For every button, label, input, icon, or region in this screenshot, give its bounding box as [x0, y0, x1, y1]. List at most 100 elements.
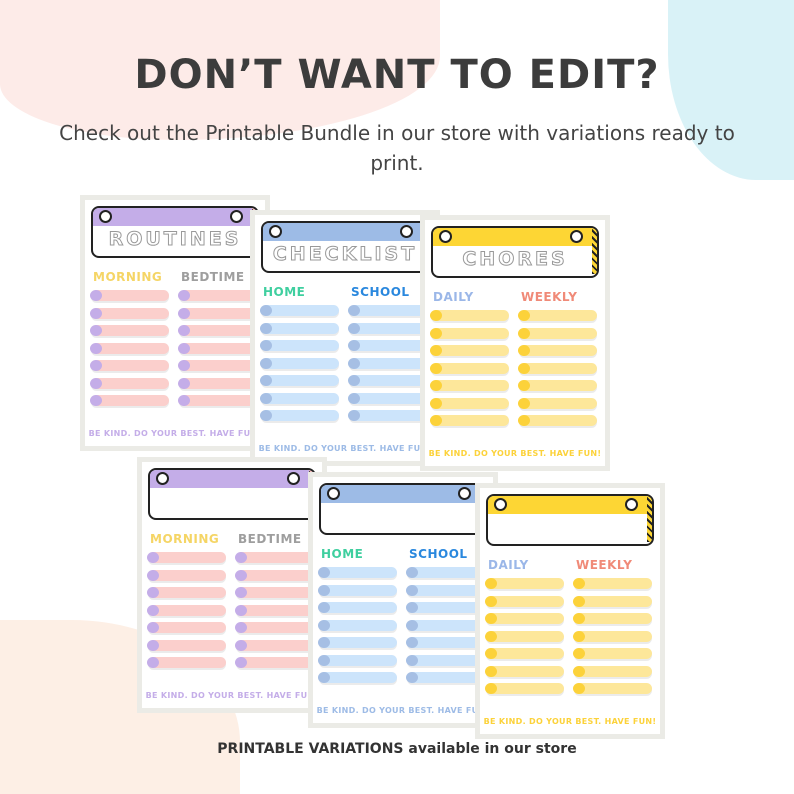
- ring-icon: [400, 225, 413, 238]
- checklist-row: [485, 648, 564, 659]
- checklist-row: [90, 307, 169, 319]
- checklist-row: [235, 569, 314, 581]
- bullet-icon: [430, 415, 442, 426]
- bullet-icon: [485, 648, 497, 659]
- header-band: [93, 208, 257, 226]
- checklist-row: [348, 357, 427, 369]
- checklist-row: [348, 305, 427, 316]
- bullet-icon: [348, 340, 360, 351]
- checklist-row: [485, 630, 564, 642]
- bullet-icon: [348, 322, 360, 334]
- left-column-label: DAILY: [433, 290, 474, 304]
- bullet-icon: [178, 395, 190, 406]
- right-column-label: BEDTIME: [181, 270, 245, 284]
- checklist-row: [318, 637, 397, 648]
- checklist-row: [178, 360, 257, 371]
- bullet-icon: [260, 305, 272, 316]
- bullet-icon: [318, 602, 330, 613]
- ring-icon: [287, 472, 300, 485]
- checklist-row: [348, 375, 427, 386]
- ring-icon: [156, 472, 169, 485]
- bullet-icon: [90, 377, 102, 389]
- checklist-row: [178, 377, 257, 389]
- bullet-icon: [485, 630, 497, 642]
- bullet-icon: [348, 305, 360, 316]
- checklist-row: [260, 305, 339, 316]
- checklist-row: [90, 395, 169, 406]
- ring-icon: [439, 230, 452, 243]
- bullet-icon: [235, 587, 247, 598]
- bullet-icon: [178, 377, 190, 389]
- bullet-icon: [573, 578, 585, 589]
- checklist-row: [406, 637, 485, 648]
- checklist-row: [406, 654, 485, 666]
- subheadline: Check out the Printable Bundle in our st…: [59, 121, 735, 175]
- checklist-row: [485, 683, 564, 694]
- ring-icon: [625, 498, 638, 511]
- checklist-row: [318, 602, 397, 613]
- bullet-icon: [318, 637, 330, 648]
- card-header: [148, 468, 316, 520]
- ring-icon: [494, 498, 507, 511]
- bullet-icon: [318, 654, 330, 666]
- bullet-icon: [348, 392, 360, 404]
- bullet-icon: [573, 630, 585, 642]
- checklist-row: [406, 584, 485, 596]
- bullet-icon: [178, 290, 190, 301]
- checklist-row: [485, 613, 564, 624]
- checklist-row: [235, 587, 314, 598]
- striped-edge: [647, 496, 652, 542]
- bullet-icon: [518, 327, 530, 339]
- checklist-row: [406, 619, 485, 631]
- bullet-icon: [260, 357, 272, 369]
- checklist-row: [406, 602, 485, 613]
- bullet-icon: [430, 380, 442, 391]
- bullet-icon: [90, 325, 102, 336]
- bullet-icon: [147, 604, 159, 616]
- bullet-icon: [318, 619, 330, 631]
- bullet-icon: [235, 552, 247, 563]
- left-column-label: HOME: [321, 547, 364, 561]
- bullet-icon: [260, 322, 272, 334]
- checklist-row: [260, 392, 339, 404]
- bullet-icon: [573, 683, 585, 694]
- bullet-icon: [348, 375, 360, 386]
- bullet-icon: [147, 657, 159, 668]
- checklist-row: [90, 342, 169, 354]
- checklist-row: [235, 657, 314, 668]
- ring-icon: [570, 230, 583, 243]
- checklist-row: [90, 325, 169, 336]
- checklist-row: [573, 630, 652, 642]
- template-card: CHORES DAILY WEEKLY BE KIND. DO YOUR BEST…: [420, 215, 610, 471]
- bullet-icon: [406, 619, 418, 631]
- header-band: [263, 223, 427, 241]
- right-column-label: BEDTIME: [238, 532, 302, 546]
- checklist-row: [348, 392, 427, 404]
- bullet-icon: [573, 665, 585, 677]
- checklist-row: [260, 340, 339, 351]
- bullet-icon: [348, 410, 360, 421]
- checklist-row: [260, 322, 339, 334]
- right-column-label: SCHOOL: [351, 285, 410, 299]
- checklist-row: [573, 613, 652, 624]
- card-header: [319, 483, 487, 535]
- card-motto: BE KIND. DO YOUR BEST. HAVE FUN!: [316, 706, 490, 715]
- bullet-icon: [518, 310, 530, 321]
- checklist-row: [147, 587, 226, 598]
- checklist-row: [318, 584, 397, 596]
- checklist-row: [430, 415, 509, 426]
- bullet-icon: [178, 325, 190, 336]
- header-band: [433, 228, 597, 246]
- checklist-row: [90, 290, 169, 301]
- checklist-row: [178, 395, 257, 406]
- bullet-icon: [406, 637, 418, 648]
- card-header: CHECKLIST: [261, 221, 429, 273]
- checklist-row: [235, 552, 314, 563]
- checklist-row: [518, 345, 597, 356]
- bullet-icon: [90, 290, 102, 301]
- bullet-icon: [485, 665, 497, 677]
- bullet-icon: [260, 340, 272, 351]
- card-header: ROUTINES: [91, 206, 259, 258]
- bullet-icon: [178, 360, 190, 371]
- bullet-icon: [260, 392, 272, 404]
